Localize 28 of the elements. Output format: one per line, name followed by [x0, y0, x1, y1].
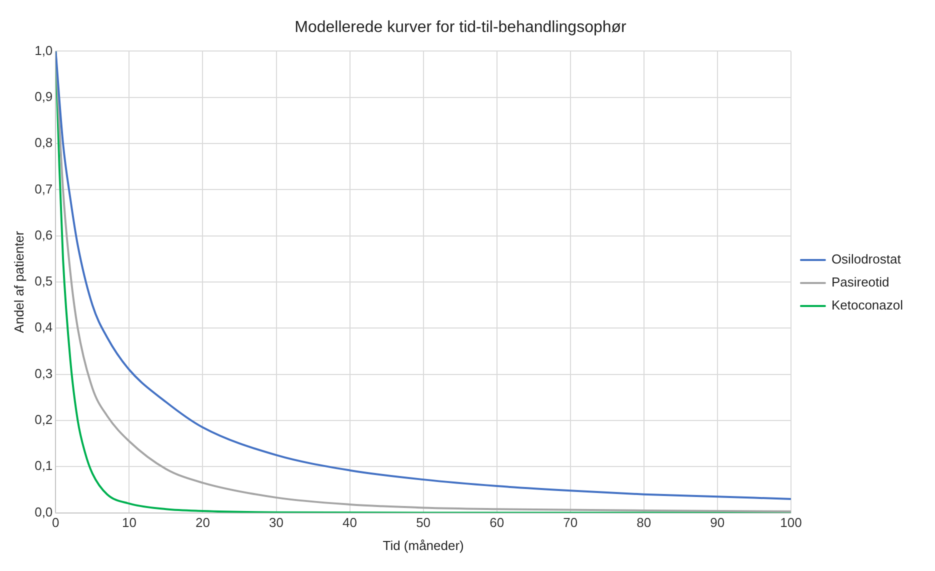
y-tick-label: 0,5: [34, 274, 53, 289]
legend-label: Ketoconazol: [831, 298, 904, 313]
x-tick-label: 30: [269, 515, 284, 530]
y-tick-label: 0,4: [34, 320, 53, 335]
legend-label: Osilodrostat: [831, 252, 902, 267]
y-tick-label: 0,6: [34, 227, 53, 242]
y-tick-label: 0,3: [34, 366, 53, 381]
x-tick-label: 40: [342, 515, 358, 530]
y-tick-label: 1,0: [34, 42, 53, 58]
x-tick-label: 90: [710, 515, 725, 530]
x-tick-label: 10: [122, 515, 136, 530]
x-tick-label: 70: [563, 515, 578, 530]
y-tick-label: 0,9: [34, 88, 53, 104]
y-tick-label: 0,7: [34, 181, 53, 196]
y-tick-label: 0,1: [34, 458, 53, 474]
x-tick-label: 80: [636, 515, 652, 530]
y-tick-label: 0,2: [34, 412, 53, 428]
x-tick-label: 100: [780, 515, 802, 530]
y-axis-title: Andel af patienter: [11, 230, 26, 333]
x-tick-label: 60: [490, 515, 504, 530]
legend-label: Pasireotid: [831, 274, 890, 290]
x-tick-label: 0: [52, 515, 60, 530]
x-tick-label: 20: [195, 515, 210, 530]
chart-title: Modellerede kurver for tid-til-behandlingsophør: [294, 19, 628, 36]
x-tick-label: 50: [416, 515, 431, 530]
y-tick-label: 0,8: [34, 135, 53, 150]
y-tick-label: 0,0: [34, 504, 53, 520]
x-axis-title: Tid (måneder): [382, 538, 464, 553]
